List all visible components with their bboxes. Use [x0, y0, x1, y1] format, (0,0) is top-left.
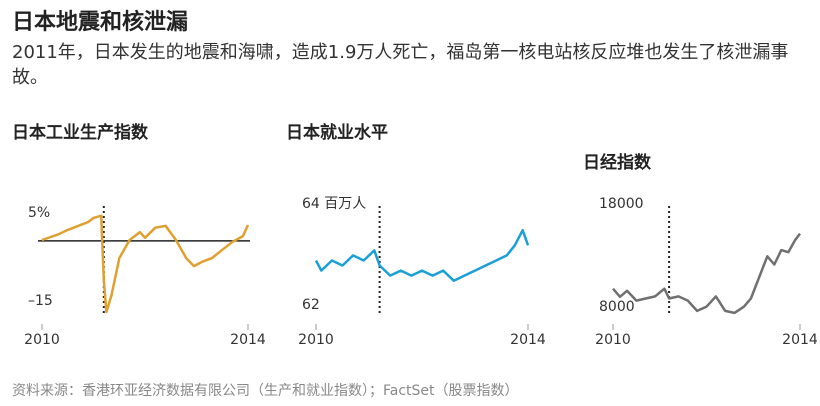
y-tick-label: 64 百万人	[302, 196, 366, 212]
chart-title: 日经指数	[583, 152, 652, 173]
y-tick-label: 18000	[599, 196, 644, 212]
x-tick-label: 2010	[24, 332, 60, 348]
source-note: 资料来源：香港环亚经济数据有限公司（生产和就业指数）；FactSet（股票指数）	[12, 383, 519, 399]
y-tick-label: 8000	[599, 299, 635, 315]
x-tick-label: 2014	[782, 332, 818, 348]
x-tick-label: 2014	[510, 332, 546, 348]
y-tick-label: 5%	[28, 205, 50, 221]
data-line	[314, 228, 530, 282]
x-tick-label: 2010	[298, 332, 334, 348]
chart-title: 日本工业生产指数	[12, 122, 149, 143]
data-line	[41, 214, 250, 314]
y-tick-label: –15	[28, 293, 53, 309]
x-tick-label: 2010	[595, 332, 631, 348]
page-subtitle: 2011年，日本发生的地震和海啸，造成1.9万人死亡，福岛第一核电站核反应堆也发…	[12, 42, 789, 88]
data-line	[612, 232, 801, 315]
page-title: 日本地震和核泄漏	[12, 10, 189, 35]
x-tick-label: 2014	[230, 332, 266, 348]
chart-title: 日本就业水平	[286, 122, 388, 143]
y-tick-label: 62	[302, 297, 320, 313]
